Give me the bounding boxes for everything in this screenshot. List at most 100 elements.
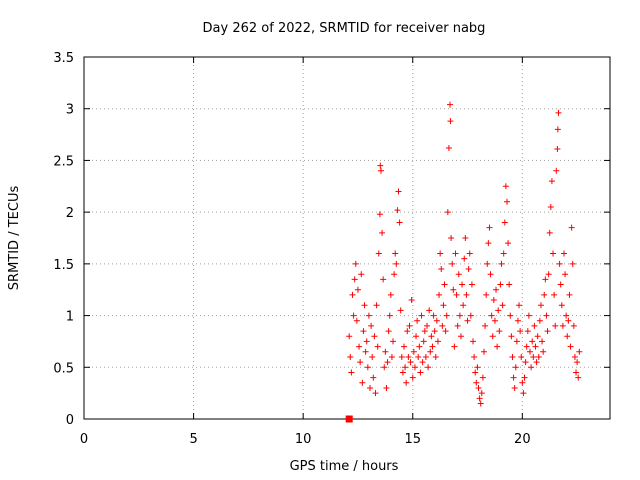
data-point xyxy=(442,328,449,335)
data-point xyxy=(417,369,424,376)
x-tick-label: 20 xyxy=(514,432,531,447)
data-point xyxy=(387,291,394,298)
data-point xyxy=(413,333,420,340)
data-point xyxy=(403,379,410,386)
data-point xyxy=(394,207,401,214)
data-point xyxy=(570,322,577,329)
data-point xyxy=(419,359,426,366)
data-point xyxy=(560,250,567,257)
data-point xyxy=(533,359,540,366)
data-point xyxy=(407,359,414,366)
data-point xyxy=(371,333,378,340)
data-point xyxy=(505,240,512,247)
data-point xyxy=(373,302,380,309)
data-point xyxy=(488,312,495,319)
data-point xyxy=(457,333,464,340)
data-point xyxy=(473,379,480,386)
data-point xyxy=(563,312,570,319)
data-point xyxy=(536,317,543,324)
data-point xyxy=(411,364,418,371)
data-point xyxy=(567,343,574,350)
data-point xyxy=(474,364,481,371)
data-point xyxy=(487,271,494,278)
data-point xyxy=(448,235,455,241)
data-point xyxy=(346,333,353,340)
data-point xyxy=(429,343,436,350)
data-point xyxy=(449,260,456,267)
data-point xyxy=(508,333,515,340)
data-point xyxy=(540,348,547,355)
data-point xyxy=(537,302,544,309)
y-tick-label: 2 xyxy=(66,206,74,221)
data-point xyxy=(356,343,363,350)
data-point xyxy=(510,374,517,381)
data-point xyxy=(575,374,582,381)
data-point xyxy=(368,322,375,329)
data-point xyxy=(513,338,520,345)
data-point xyxy=(376,211,383,218)
data-point xyxy=(444,209,451,216)
data-point xyxy=(420,338,427,345)
data-point xyxy=(500,250,507,257)
data-point xyxy=(496,328,503,335)
data-point xyxy=(531,322,538,329)
data-point xyxy=(406,322,413,329)
data-point xyxy=(470,338,477,345)
data-point xyxy=(573,369,580,376)
data-point xyxy=(447,101,454,108)
data-point xyxy=(556,260,563,267)
data-point xyxy=(402,364,409,371)
data-point xyxy=(450,286,457,293)
data-point xyxy=(460,302,467,309)
data-point xyxy=(559,322,566,329)
data-point xyxy=(493,286,500,293)
data-point xyxy=(527,348,534,355)
data-point xyxy=(502,183,509,190)
data-point xyxy=(497,281,504,288)
axis-ticks xyxy=(83,56,610,420)
data-point xyxy=(525,312,532,319)
data-point xyxy=(384,359,391,366)
data-point xyxy=(557,281,564,288)
data-point xyxy=(506,281,513,288)
data-point xyxy=(566,291,573,298)
data-point xyxy=(475,384,482,391)
data-point xyxy=(393,260,400,267)
chart-title: Day 262 of 2022, SRMTID for receiver nab… xyxy=(203,21,486,36)
data-point xyxy=(554,146,561,153)
data-point xyxy=(399,369,406,376)
data-point xyxy=(551,291,558,298)
data-point xyxy=(352,260,359,267)
data-point xyxy=(478,390,485,397)
data-point xyxy=(385,328,392,335)
data-point xyxy=(347,353,354,360)
data-point xyxy=(391,271,398,278)
data-point xyxy=(518,353,525,360)
data-point xyxy=(383,384,390,391)
grid-lines xyxy=(84,57,610,419)
data-point xyxy=(433,317,440,324)
data-point xyxy=(440,302,447,309)
data-point xyxy=(374,343,381,350)
data-point xyxy=(452,250,459,257)
data-point xyxy=(432,353,439,360)
data-point xyxy=(552,322,559,329)
y-tick-label: 0 xyxy=(66,413,74,428)
data-point xyxy=(351,276,358,283)
data-point xyxy=(390,338,397,345)
data-point xyxy=(395,188,402,195)
data-point xyxy=(453,291,460,298)
data-point xyxy=(480,348,487,355)
data-point xyxy=(553,167,560,174)
data-point xyxy=(485,240,492,247)
data-point xyxy=(350,312,357,319)
data-point xyxy=(437,250,444,257)
x-tick-label: 15 xyxy=(404,432,421,447)
data-point xyxy=(576,348,583,355)
data-point xyxy=(521,374,528,381)
data-point xyxy=(571,353,578,360)
data-point xyxy=(530,353,537,360)
data-point xyxy=(410,348,417,355)
data-point xyxy=(534,333,541,340)
data-point xyxy=(439,322,446,329)
